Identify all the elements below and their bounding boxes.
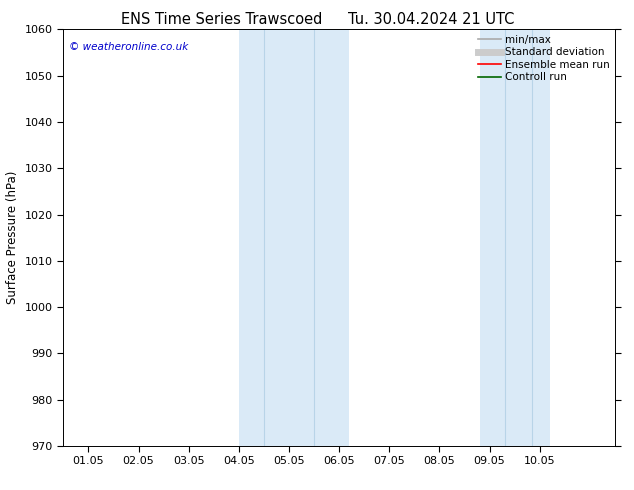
- Legend: min/max, Standard deviation, Ensemble mean run, Controll run: min/max, Standard deviation, Ensemble me…: [476, 32, 612, 84]
- Text: ENS Time Series Trawscoed: ENS Time Series Trawscoed: [121, 12, 323, 27]
- Text: © weatheronline.co.uk: © weatheronline.co.uk: [69, 42, 188, 52]
- Y-axis label: Surface Pressure (hPa): Surface Pressure (hPa): [6, 171, 19, 304]
- Text: Tu. 30.04.2024 21 UTC: Tu. 30.04.2024 21 UTC: [348, 12, 514, 27]
- Bar: [479, 29, 550, 446]
- Bar: [239, 29, 349, 446]
